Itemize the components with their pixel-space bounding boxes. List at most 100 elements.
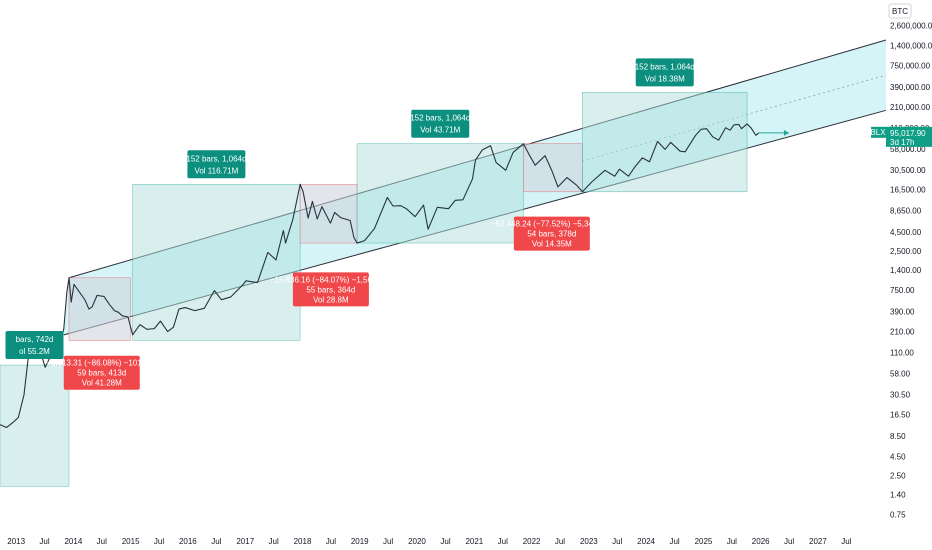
drawdown-label-line: −53,448.24 (−77.52%) −5,344,824: [491, 220, 614, 229]
cycle-label-bars: 152 bars, 1,064d: [186, 154, 246, 163]
drawdown-label-line: 59 bars, 413d: [77, 369, 126, 378]
price-axis-bg: [886, 0, 932, 550]
x-tick-label: 2018: [294, 537, 312, 546]
y-tick-label: 2,500.00: [890, 247, 922, 256]
cycle-label-volume: Vol 43.71M: [420, 126, 460, 135]
x-tick-label: Jul: [97, 537, 107, 546]
y-tick-label: 750.00: [890, 286, 915, 295]
x-tick-label: 2014: [64, 537, 82, 546]
last-price-symbol: BLX: [870, 128, 886, 137]
y-tick-label: 210,000.00: [890, 103, 931, 112]
x-tick-label: Jul: [154, 537, 164, 546]
cycle-label-volume: ol 55.2M: [19, 347, 50, 356]
x-tick-label: Jul: [269, 537, 279, 546]
x-tick-label: 2013: [7, 537, 25, 546]
symbol-badge: [888, 3, 912, 19]
y-tick-label: 2,600,000.00: [890, 21, 932, 30]
x-tick-label: Jul: [555, 537, 565, 546]
cycle-label-box: [411, 109, 470, 138]
cycle-label-box: [5, 331, 64, 360]
drawdown-label-line: −1,013.31 (−86.08%) −101,331: [46, 359, 158, 368]
drawdown-label-line: Vol 14.35M: [532, 240, 572, 249]
price-series: [0, 123, 760, 429]
drawdown-label-box: [513, 216, 590, 251]
y-tick-label: 4,500.00: [890, 228, 922, 237]
x-tick-label: 2022: [523, 537, 541, 546]
price-line: [0, 123, 760, 429]
x-tick-label: Jul: [784, 537, 794, 546]
cycle-range-box: [582, 92, 748, 193]
y-tick-label: 0.75: [890, 511, 906, 520]
x-tick-label: Jul: [669, 537, 679, 546]
y-tick-label: 16,500.00: [890, 186, 926, 195]
drawdown-label-box: [292, 272, 369, 307]
drawdown-range-box: [299, 184, 358, 244]
x-tick-label: Jul: [383, 537, 393, 546]
x-tick-label: 2021: [465, 537, 483, 546]
drawdown-label-line: 54 bars, 378d: [527, 230, 576, 239]
x-tick-label: Jul: [211, 537, 221, 546]
y-tick-label: 1.40: [890, 490, 906, 499]
x-tick-label: 2016: [179, 537, 197, 546]
x-tick-label: 2025: [695, 537, 713, 546]
x-tick-label: Jul: [727, 537, 737, 546]
x-tick-label: 2023: [580, 537, 598, 546]
y-tick-label: 16.50: [890, 410, 911, 419]
drawdown-label-line: −15,636.16 (−84.07%) −1,563,616: [270, 275, 393, 284]
y-tick-label: 30.50: [890, 390, 911, 399]
last-price-tag-symbol-bg: [871, 126, 886, 138]
y-tick-label: 30,500.00: [890, 166, 926, 175]
cycle-range-box: [0, 364, 70, 487]
drawdown-label-line: 55 bars, 364d: [306, 285, 355, 294]
y-tick-label: 750,000.00: [890, 62, 931, 71]
x-tick-label: Jul: [39, 537, 49, 546]
y-tick-label: 8.50: [890, 432, 906, 441]
cycle-range-box: [132, 184, 301, 341]
price-axis[interactable]: 2,600,000.00 1,400,000.00 750,000.00 390,00…: [870, 0, 932, 550]
y-tick-label: 210.00: [890, 328, 915, 337]
y-tick-label: 1,400.00: [890, 266, 922, 275]
x-tick-label: 2015: [122, 537, 140, 546]
x-tick-label: Jul: [326, 537, 336, 546]
x-tick-label: 2027: [809, 537, 827, 546]
drawdown-label-box: [63, 355, 140, 390]
drawdown-label-line: Vol 41.28M: [82, 379, 122, 388]
x-tick-label: Jul: [440, 537, 450, 546]
x-tick-label: 2020: [408, 537, 426, 546]
y-tick-label: 58.00: [890, 369, 911, 378]
cycle-label-bars: bars, 742d: [16, 335, 54, 344]
cycle-label-bars: 152 bars, 1,064d: [635, 62, 695, 71]
cycle-boxes: [0, 92, 789, 487]
x-tick-label: 2024: [637, 537, 655, 546]
projection-arrow: [783, 129, 789, 136]
y-tick-label: 58,000.00: [890, 145, 926, 154]
cycle-label-volume: Vol 116.71M: [194, 166, 238, 175]
cycle-label-box: [187, 150, 246, 179]
x-tick-label: 2017: [236, 537, 254, 546]
y-tick-label: 110.00: [890, 349, 914, 358]
measure-labels: bars, 742d ol 55.2M 152 bars, 1,064d Vol 11…: [5, 58, 695, 390]
x-tick-label: Jul: [612, 537, 622, 546]
y-tick-label: 2.50: [890, 472, 906, 481]
drawdown-range-box: [68, 277, 131, 341]
time-axis[interactable]: 2013 Jul 2014 Jul 2015 Jul 2016 Jul 2017 Jul 2018 J…: [0, 522, 932, 550]
x-tick-label: Jul: [841, 537, 851, 546]
y-tick-label: 4.50: [890, 453, 906, 462]
symbol-label: BTC: [892, 7, 908, 16]
y-tick-label: 1,400,000.00: [890, 41, 932, 50]
cycle-label-bars: 152 bars, 1,064d: [410, 114, 470, 123]
x-tick-label: 2026: [752, 537, 770, 546]
time-axis-bg: [0, 522, 932, 550]
last-price-tag: [886, 126, 932, 147]
drawdown-label-line: Vol 28.8M: [313, 295, 349, 304]
y-tick-label: 390,000.00: [890, 83, 931, 92]
cycle-label-box: [635, 58, 694, 87]
last-price-countdown: 3d 17h: [890, 138, 914, 147]
y-tick-label: 390.00: [890, 307, 915, 316]
x-tick-label: 2019: [351, 537, 369, 546]
x-tick-label: Jul: [498, 537, 508, 546]
y-tick-label: 8,650.00: [890, 207, 922, 216]
cycle-label-volume: Vol 18.38M: [645, 74, 685, 83]
drawdown-range-box: [523, 143, 583, 193]
